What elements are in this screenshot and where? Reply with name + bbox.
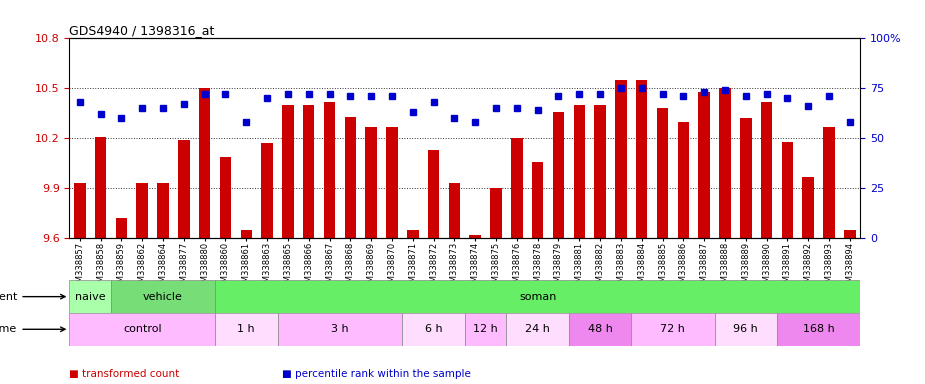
Bar [678, 122, 689, 238]
Bar [698, 92, 709, 238]
Bar [740, 118, 751, 238]
Text: 168 h: 168 h [803, 324, 834, 334]
Bar [657, 108, 668, 238]
Text: time: time [0, 324, 65, 334]
Bar [845, 230, 856, 238]
Text: soman: soman [519, 291, 556, 302]
Text: 96 h: 96 h [734, 324, 758, 334]
Bar [278, 313, 402, 346]
Bar [179, 140, 190, 238]
Bar [803, 177, 814, 238]
Bar [282, 105, 293, 238]
Bar [777, 313, 860, 346]
Bar [782, 142, 793, 238]
Bar [262, 143, 273, 238]
Bar [116, 218, 127, 238]
Bar [470, 235, 481, 238]
Text: 12 h: 12 h [474, 324, 498, 334]
Bar [345, 117, 356, 238]
Bar [220, 157, 231, 238]
Bar [449, 183, 460, 238]
Text: ■ transformed count: ■ transformed count [69, 369, 179, 379]
Bar [199, 88, 210, 238]
Bar [720, 88, 731, 238]
Text: 48 h: 48 h [587, 324, 612, 334]
Text: naive: naive [75, 291, 105, 302]
Bar [402, 313, 465, 346]
Bar [553, 112, 564, 238]
Bar [615, 80, 626, 238]
Bar [465, 313, 507, 346]
Bar [532, 162, 543, 238]
Bar [137, 183, 148, 238]
Bar [303, 105, 315, 238]
Bar [569, 313, 631, 346]
Bar [714, 313, 777, 346]
Bar [365, 127, 376, 238]
Bar [111, 280, 215, 313]
Bar [636, 80, 648, 238]
Bar [215, 280, 860, 313]
Bar [428, 150, 439, 238]
Bar [761, 102, 772, 238]
Bar [215, 313, 278, 346]
Bar [512, 138, 523, 238]
Text: control: control [123, 324, 162, 334]
Text: 1 h: 1 h [238, 324, 255, 334]
Bar [69, 280, 111, 313]
Bar [595, 105, 606, 238]
Bar [407, 230, 418, 238]
Bar [240, 230, 252, 238]
Text: 3 h: 3 h [331, 324, 349, 334]
Text: 72 h: 72 h [660, 324, 685, 334]
Bar [324, 102, 335, 238]
Bar [74, 183, 85, 238]
Bar [490, 188, 501, 238]
Bar [823, 127, 834, 238]
Text: vehicle: vehicle [143, 291, 183, 302]
Text: agent: agent [0, 291, 65, 302]
Bar [69, 313, 215, 346]
Bar [574, 105, 585, 238]
Bar [387, 127, 398, 238]
Text: 24 h: 24 h [525, 324, 550, 334]
Bar [631, 313, 714, 346]
Text: 6 h: 6 h [425, 324, 442, 334]
Bar [507, 313, 569, 346]
Bar [95, 137, 106, 238]
Text: ■ percentile rank within the sample: ■ percentile rank within the sample [282, 369, 471, 379]
Text: GDS4940 / 1398316_at: GDS4940 / 1398316_at [69, 24, 215, 37]
Bar [157, 183, 168, 238]
